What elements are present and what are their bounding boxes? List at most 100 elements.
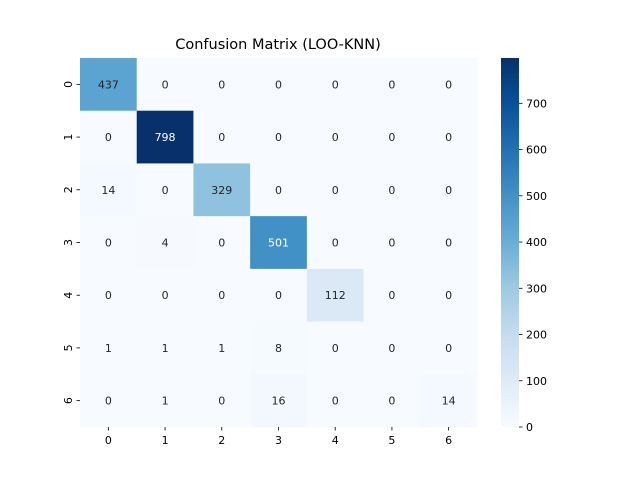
cell-value-r6-c1: 1	[162, 395, 169, 408]
heatmap-cell-r4-c0	[80, 268, 138, 323]
colorbar-tick-label: 600	[526, 144, 547, 157]
cell-value-r2-c3: 0	[275, 184, 282, 197]
cell-value-r6-c4: 0	[332, 395, 339, 408]
cell-value-r2-c4: 0	[332, 184, 339, 197]
cell-value-r4-c6: 0	[445, 289, 452, 302]
cell-value-r5-c4: 0	[332, 342, 339, 355]
heatmap-cell-r4-c2	[193, 268, 251, 323]
y-tick-label: 5	[62, 344, 75, 351]
cell-value-r3-c3: 501	[268, 237, 289, 250]
heatmap-cell-r4-c4	[306, 268, 365, 323]
heatmap-cell-r4-c1	[136, 268, 194, 323]
y-tick-label: 4	[62, 292, 75, 299]
x-axis: 0 1 2 3 4 5 6	[105, 427, 452, 447]
heatmap-cell-r0-c6	[420, 58, 478, 112]
y-tick-label: 0	[62, 81, 75, 88]
cell-value-r5-c6: 0	[445, 342, 452, 355]
y-tick-label: 3	[62, 239, 75, 246]
colorbar-tick-label: 400	[526, 236, 547, 249]
heatmap-cell-r5-c6	[420, 321, 478, 375]
heatmap-cell-r2-c0	[80, 163, 138, 217]
y-tick-label: 2	[62, 186, 75, 193]
heatmap-cell-r3-c4	[306, 216, 365, 270]
cell-value-r6-c6: 14	[442, 395, 456, 408]
heatmap-cell-r2-c1	[136, 163, 194, 217]
y-tick-label: 6	[62, 397, 75, 404]
cell-value-r1-c3: 0	[275, 131, 282, 144]
cell-value-r3-c6: 0	[445, 237, 452, 250]
x-tick-label: 3	[275, 434, 282, 447]
heatmap-cell-r1-c1	[136, 110, 194, 164]
cell-value-r4-c4: 112	[325, 289, 346, 302]
x-tick-label: 2	[218, 434, 225, 447]
cell-value-r1-c1: 798	[155, 131, 176, 144]
heatmap-cell-r0-c4	[306, 58, 365, 112]
colorbar-tick-label: 700	[526, 97, 547, 110]
heatmap-cell-r5-c1	[136, 321, 194, 375]
heatmap-cell-r0-c1	[136, 58, 194, 112]
heatmap-cell-r3-c5	[363, 216, 421, 270]
x-tick-label: 5	[388, 434, 395, 447]
heatmap-cell-labels: 437 0 0 0 0 0 0 0 798 0 0 0 0 0 14 0 329 0 0 0 0 0 4 0 501 0 0 0 0 0 0…	[98, 78, 456, 407]
heatmap-cell-r3-c1	[136, 216, 194, 270]
heatmap-cell-r3-c6	[420, 216, 478, 270]
cell-value-r3-c2: 0	[218, 237, 225, 250]
cell-value-r3-c1: 4	[162, 237, 169, 250]
heatmap-cell-r6-c4	[306, 374, 365, 428]
heatmap-cell-r1-c5	[363, 110, 421, 164]
colorbar-gradient	[501, 58, 519, 427]
y-tick-label: 1	[62, 134, 75, 141]
colorbar-tick-label: 200	[526, 329, 547, 342]
cell-value-r1-c2: 0	[218, 131, 225, 144]
heatmap-cell-r0-c3	[250, 58, 308, 112]
colorbar: 0 100 200 300 400 500 600 700	[501, 58, 547, 434]
heatmap-cell-r0-c2	[193, 58, 251, 112]
cell-value-r4-c5: 0	[388, 289, 395, 302]
chart-title: Confusion Matrix (LOO-KNN)	[175, 37, 381, 53]
heatmap-cell-r5-c4	[306, 321, 365, 375]
cell-value-r1-c5: 0	[388, 131, 395, 144]
heatmap-cell-r5-c5	[363, 321, 421, 375]
heatmap-cells	[80, 58, 478, 428]
cell-value-r5-c5: 0	[388, 342, 395, 355]
cell-value-r4-c0: 0	[105, 289, 112, 302]
x-tick-label: 4	[332, 434, 339, 447]
cell-value-r2-c6: 0	[445, 184, 452, 197]
cell-value-r6-c0: 0	[105, 395, 112, 408]
heatmap-cell-r0-c5	[363, 58, 421, 112]
heatmap-cell-r6-c2	[193, 374, 251, 428]
heatmap-cell-r1-c0	[80, 110, 138, 164]
cell-value-r5-c2: 1	[218, 342, 225, 355]
cell-value-r0-c4: 0	[332, 78, 339, 91]
heatmap-cell-r4-c3	[250, 268, 308, 323]
cell-value-r0-c0: 437	[98, 78, 119, 91]
heatmap-cell-r2-c5	[363, 163, 421, 217]
cell-value-r0-c2: 0	[218, 78, 225, 91]
cell-value-r3-c0: 0	[105, 237, 112, 250]
cell-value-r2-c1: 0	[162, 184, 169, 197]
heatmap-cell-r6-c6	[420, 374, 478, 428]
cell-value-r0-c3: 0	[275, 78, 282, 91]
cell-value-r6-c3: 16	[272, 395, 286, 408]
cell-value-r3-c4: 0	[332, 237, 339, 250]
heatmap-cell-r5-c0	[80, 321, 138, 375]
heatmap-cell-r5-c3	[250, 321, 308, 375]
heatmap-cell-r1-c6	[420, 110, 478, 164]
cell-value-r1-c6: 0	[445, 131, 452, 144]
heatmap-cell-r6-c5	[363, 374, 421, 428]
colorbar-tick-label: 0	[526, 421, 533, 434]
colorbar-tick-label: 500	[526, 190, 547, 203]
x-tick-label: 0	[105, 434, 112, 447]
y-axis: 0 1 2 3 4 5 6	[62, 81, 80, 404]
heatmap-cell-r2-c2	[193, 163, 251, 217]
colorbar-tick-label: 100	[526, 375, 547, 388]
heatmap-cell-r2-c3	[250, 163, 308, 217]
heatmap-cell-r5-c2	[193, 321, 251, 375]
heatmap-cell-r6-c0	[80, 374, 138, 428]
cell-value-r4-c3: 0	[275, 289, 282, 302]
heatmap-cell-r2-c4	[306, 163, 365, 217]
cell-value-r2-c0: 14	[101, 184, 115, 197]
cell-value-r5-c0: 1	[105, 342, 112, 355]
